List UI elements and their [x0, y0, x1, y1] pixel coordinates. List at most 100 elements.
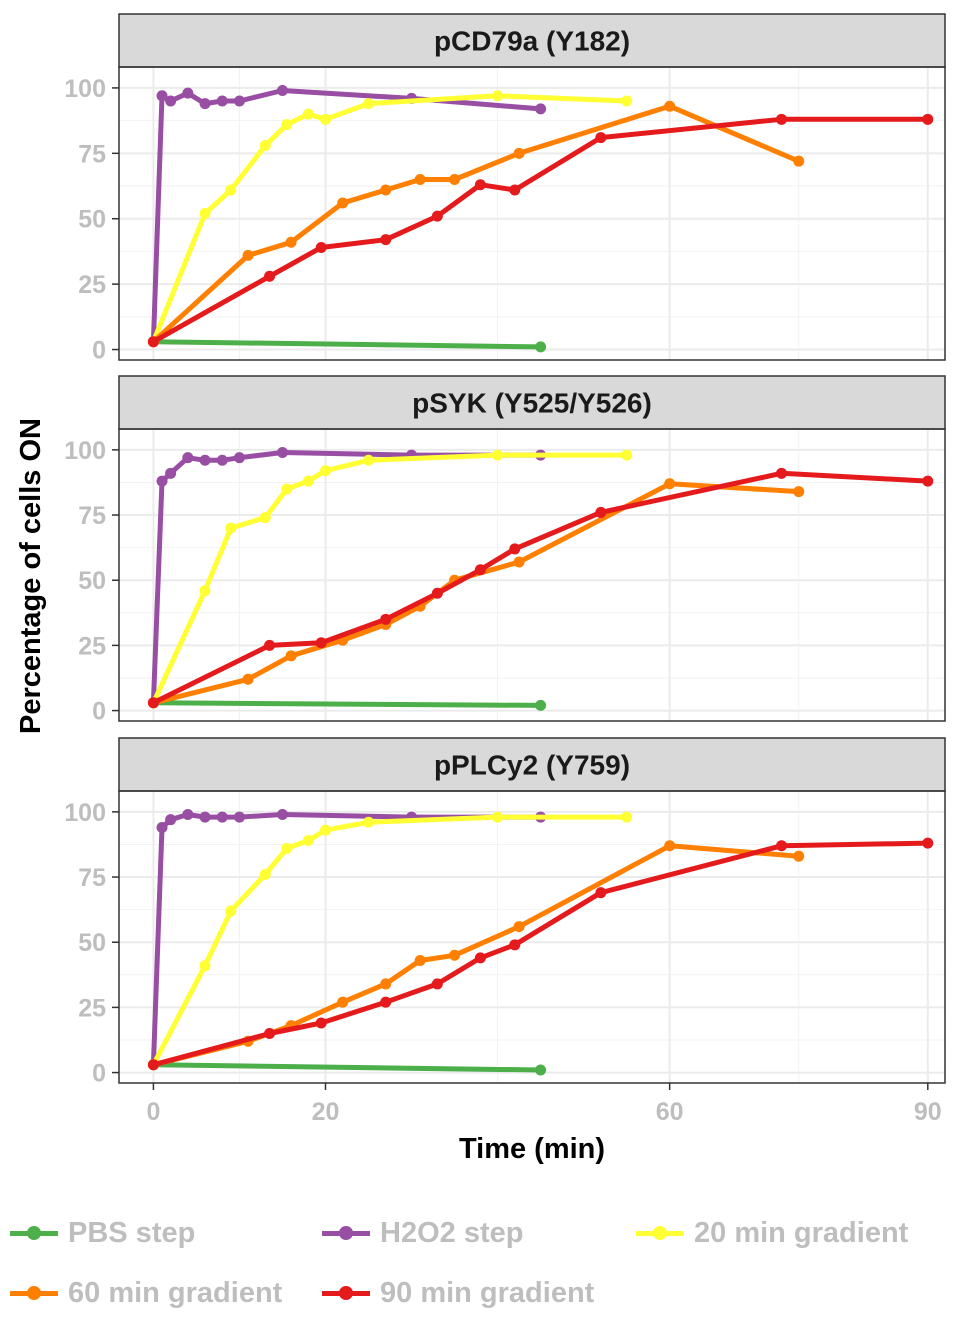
- data-point-g20: [259, 868, 271, 880]
- data-point-g90: [315, 242, 327, 254]
- data-point-h2o2: [276, 85, 288, 97]
- data-point-g60: [793, 850, 805, 862]
- data-point-h2o2: [165, 467, 177, 479]
- data-point-g20: [225, 522, 237, 534]
- data-point-g20: [492, 811, 504, 823]
- data-point-g60: [242, 249, 254, 261]
- legend-label: 60 min gradient: [68, 1276, 283, 1309]
- y-tick-label: 0: [92, 1060, 106, 1088]
- data-point-g20: [259, 139, 271, 151]
- legend-swatch: [10, 1213, 58, 1253]
- legend-item-pbs: PBS step: [10, 1213, 195, 1253]
- data-point-g20: [225, 905, 237, 917]
- data-point-g20: [302, 108, 314, 120]
- data-point-h2o2: [199, 811, 211, 823]
- data-point-g90: [147, 697, 159, 709]
- legend-label: 20 min gradient: [694, 1216, 909, 1249]
- series-line-g20: [150, 814, 630, 1068]
- data-point-g90: [431, 587, 443, 599]
- data-point-g60: [414, 954, 426, 966]
- facet-strip: [118, 375, 946, 430]
- y-tick-label: 100: [64, 437, 106, 465]
- legend-dot: [339, 1286, 353, 1300]
- data-point-g60: [337, 197, 349, 209]
- data-point-pbs: [535, 1064, 547, 1076]
- panel-background: [119, 429, 945, 721]
- data-point-h2o2: [182, 808, 194, 820]
- data-point-g90: [776, 840, 788, 852]
- data-point-h2o2: [156, 475, 168, 487]
- data-point-g60: [513, 921, 525, 933]
- data-point-g90: [776, 467, 788, 479]
- data-point-h2o2: [182, 87, 194, 99]
- data-point-g90: [474, 179, 486, 191]
- panel-border: [118, 428, 946, 722]
- y-tick-label: 50: [78, 206, 106, 234]
- data-point-h2o2: [276, 808, 288, 820]
- series-line-g90: [150, 840, 931, 1068]
- data-point-h2o2: [276, 446, 288, 458]
- facet-title: pCD79a (Y182): [434, 26, 630, 57]
- data-point-g90: [509, 184, 521, 196]
- data-point-g90: [431, 210, 443, 222]
- legend-label: H2O2 step: [380, 1216, 524, 1249]
- data-point-g90: [474, 952, 486, 964]
- y-axis-title: Percentage of cells ON: [15, 418, 47, 734]
- data-point-g20: [281, 842, 293, 854]
- data-point-g20: [320, 113, 331, 125]
- series-line-g60: [150, 481, 802, 706]
- data-point-g60: [513, 147, 525, 159]
- data-point-g90: [147, 1059, 159, 1071]
- data-point-g60: [242, 673, 254, 685]
- data-point-g20: [363, 454, 375, 466]
- series-line-h2o2: [150, 450, 544, 706]
- x-axis-title: Time (min): [459, 1133, 605, 1165]
- legend-label: PBS step: [68, 1216, 196, 1249]
- panel-border: [118, 790, 946, 1084]
- data-point-g20: [492, 449, 504, 461]
- data-point-g60: [337, 996, 349, 1008]
- data-point-g60: [664, 840, 676, 852]
- data-point-g20: [225, 184, 237, 196]
- y-tick-label: 75: [78, 502, 106, 530]
- data-point-h2o2: [216, 95, 228, 107]
- x-tick-label: 20: [312, 1098, 340, 1126]
- data-point-g60: [380, 978, 392, 990]
- data-point-g90: [315, 637, 327, 649]
- data-point-g90: [431, 978, 443, 990]
- data-point-h2o2: [156, 90, 168, 102]
- data-point-g90: [595, 132, 607, 144]
- data-point-g90: [776, 113, 788, 125]
- legend-dot: [27, 1226, 41, 1240]
- data-point-g20: [281, 483, 293, 495]
- data-point-g90: [264, 270, 276, 282]
- y-tick-label: 25: [78, 271, 106, 299]
- legend-dot: [339, 1226, 353, 1240]
- legend-swatch: [10, 1273, 58, 1313]
- y-tick-label: 75: [78, 864, 106, 892]
- panel-background: [119, 67, 945, 360]
- data-point-g20: [621, 811, 633, 823]
- data-point-g20: [199, 585, 211, 597]
- data-point-h2o2: [199, 98, 211, 110]
- panel-border: [118, 66, 946, 361]
- x-tick-label: 90: [914, 1098, 942, 1126]
- data-point-h2o2: [165, 95, 177, 107]
- data-point-g60: [380, 184, 392, 196]
- data-point-h2o2: [199, 454, 211, 466]
- legend-dot: [653, 1226, 667, 1240]
- data-point-h2o2: [233, 95, 245, 107]
- data-point-g90: [922, 113, 934, 125]
- y-tick-label: 75: [78, 140, 106, 168]
- facet-title: pPLCy2 (Y759): [434, 750, 630, 781]
- data-point-g60: [285, 650, 297, 662]
- data-point-g90: [380, 234, 392, 246]
- data-point-g90: [922, 475, 934, 487]
- data-point-g20: [302, 835, 314, 847]
- data-point-g60: [449, 173, 461, 185]
- y-tick-label: 100: [64, 799, 106, 827]
- legend-label: 90 min gradient: [380, 1276, 595, 1309]
- data-point-g90: [264, 1027, 276, 1039]
- y-tick-label: 0: [92, 698, 106, 726]
- legend-item-h2o2: H2O2 step: [322, 1213, 523, 1253]
